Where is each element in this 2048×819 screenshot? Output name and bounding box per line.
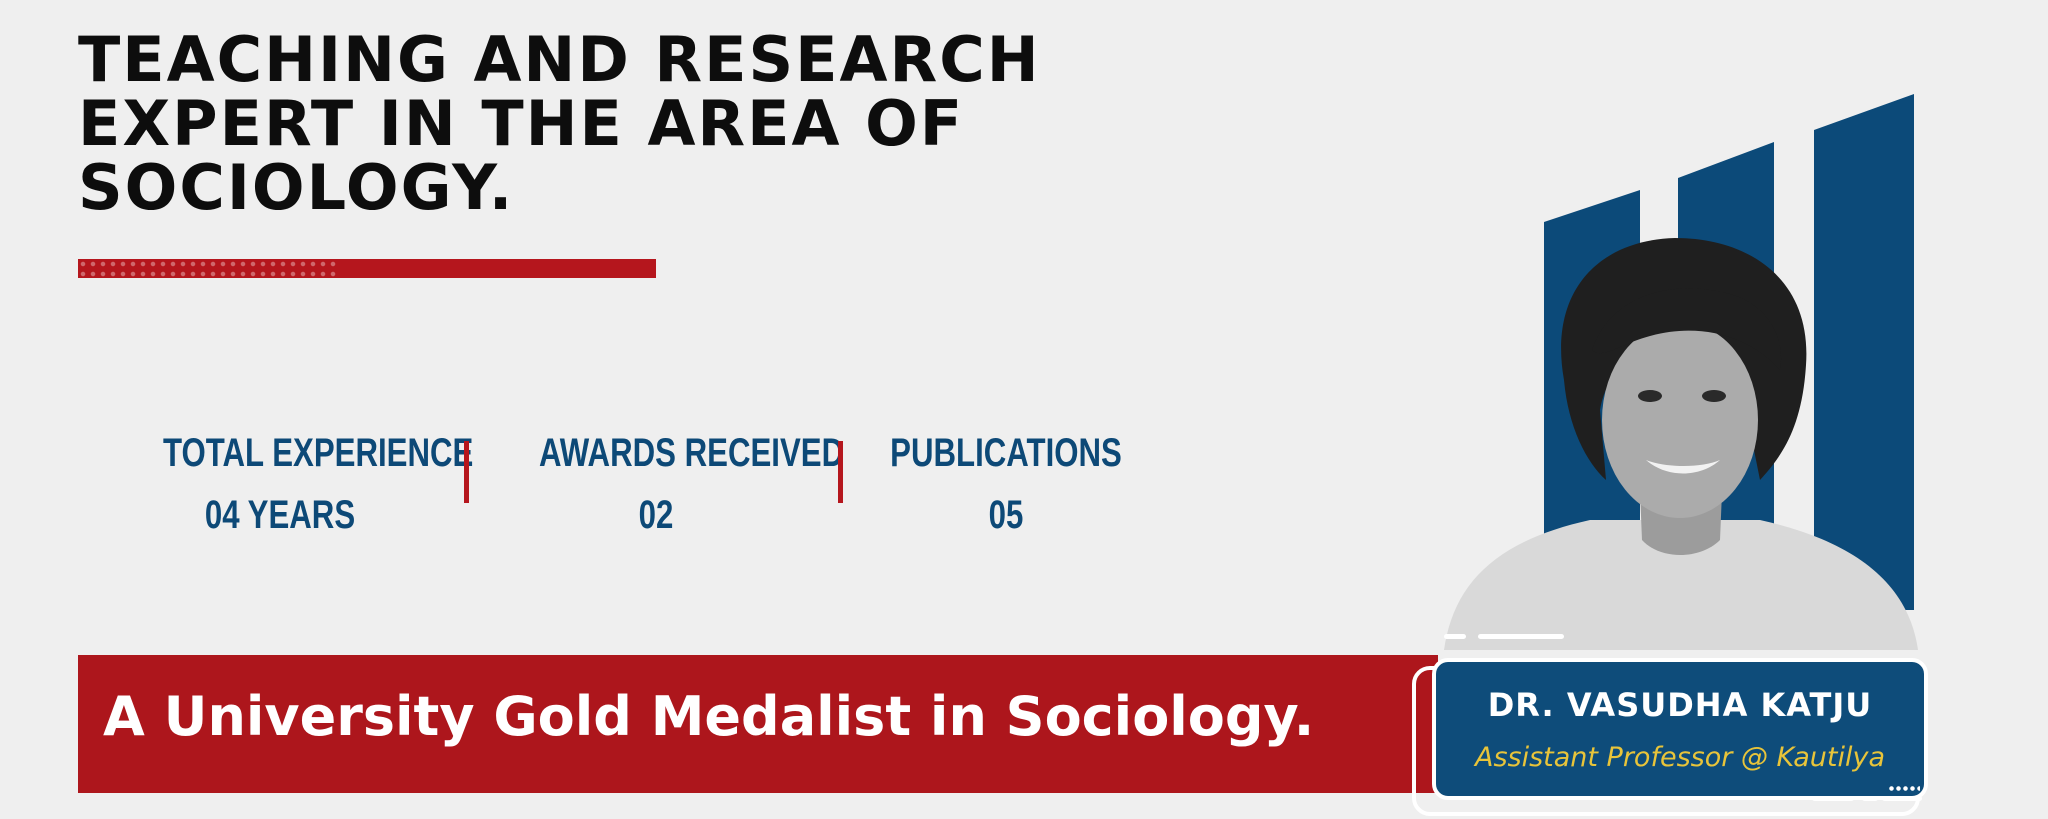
stat-awards-received: AWARDS RECEIVED 02 [539, 428, 845, 540]
decor-bar-3 [1814, 94, 1914, 610]
stat-value: 05 [988, 493, 1024, 537]
nameplate: DR. VASUDHA KATJU Assistant Professor @ … [1432, 658, 1928, 800]
profile-graphic [1444, 94, 1918, 650]
stat-total-experience: TOTAL EXPERIENCE 04 YEARS [163, 428, 474, 540]
headline-line-2: EXPERT IN THE AREA OF [78, 87, 965, 160]
stat-divider [464, 441, 469, 503]
stat-label: TOTAL EXPERIENCE [163, 431, 474, 475]
profile-title: Assistant Professor @ Kautilya [1474, 742, 1886, 773]
nameplate-deco-line [1812, 796, 1854, 801]
headline-underline [78, 259, 656, 278]
nameplate-deco-line [1444, 634, 1466, 639]
profile-name: DR. VASUDHA KATJU [1487, 686, 1873, 724]
stat-label: AWARDS RECEIVED [539, 431, 845, 475]
stat-divider [838, 441, 843, 503]
headline-line-1: TEACHING AND RESEARCH [78, 23, 1041, 96]
nameplate-deco-line [1882, 796, 1922, 801]
underline-dot-pattern [78, 259, 338, 278]
nameplate-deco-dots [1888, 786, 1920, 791]
stat-label: PUBLICATIONS [890, 431, 1122, 475]
headline-line-3: SOCIOLOGY. [78, 151, 515, 224]
portrait-photo [1444, 238, 1918, 650]
stat-value: 02 [638, 493, 674, 537]
nameplate-deco-line [1862, 796, 1878, 801]
nameplate-deco-line [1478, 634, 1564, 639]
headline: TEACHING AND RESEARCH EXPERT IN THE AREA… [78, 28, 1078, 220]
stat-publications: PUBLICATIONS 05 [889, 428, 1123, 540]
banner-text: A University Gold Medalist in Sociology. [103, 685, 1315, 748]
stat-value: 04 YEARS [204, 493, 356, 537]
highlight-banner: A University Gold Medalist in Sociology. [78, 655, 1438, 793]
